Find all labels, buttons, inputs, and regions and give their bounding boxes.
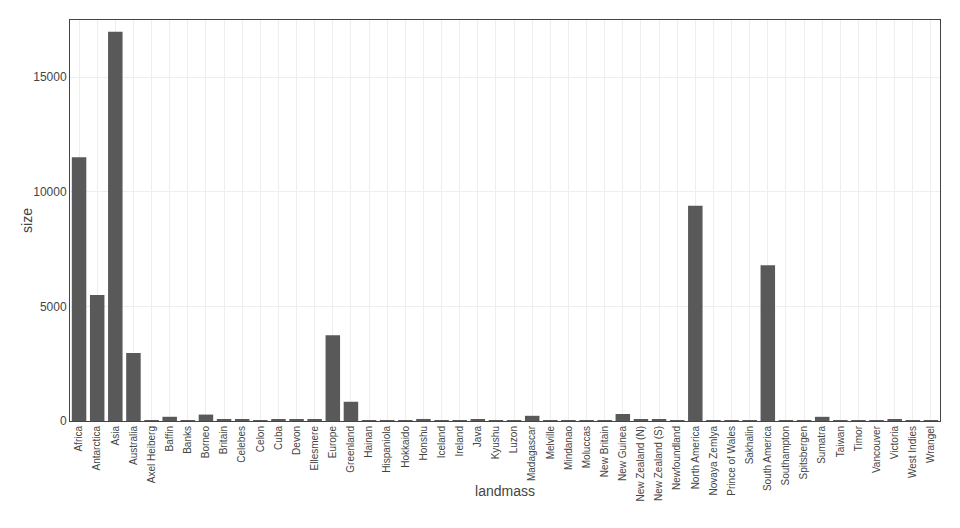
svg-text:landmass: landmass (475, 483, 535, 499)
svg-text:Hispaniola: Hispaniola (381, 426, 392, 473)
svg-text:Timor: Timor (853, 425, 864, 451)
svg-text:Luzon: Luzon (508, 426, 519, 453)
svg-text:Cuba: Cuba (273, 426, 284, 450)
svg-text:New Guinea: New Guinea (617, 426, 628, 481)
svg-text:15000: 15000 (33, 70, 67, 84)
svg-text:Honshu: Honshu (418, 426, 429, 460)
svg-text:Victoria: Victoria (889, 426, 900, 460)
svg-text:Antarctica: Antarctica (91, 426, 102, 471)
svg-text:North America: North America (690, 426, 701, 490)
svg-text:Java: Java (472, 426, 483, 448)
svg-text:Devon: Devon (291, 426, 302, 455)
svg-text:Celebes: Celebes (236, 426, 247, 463)
svg-text:Southampton: Southampton (780, 426, 791, 486)
svg-text:Prince of Wales: Prince of Wales (726, 426, 737, 496)
svg-text:Kyushu: Kyushu (490, 426, 501, 459)
svg-text:Moluccas: Moluccas (581, 426, 592, 468)
svg-text:South America: South America (762, 426, 773, 491)
svg-text:Taiwan: Taiwan (835, 426, 846, 457)
svg-text:Greenland: Greenland (345, 426, 356, 473)
svg-text:Europe: Europe (327, 426, 338, 459)
svg-text:Australia: Australia (128, 426, 139, 465)
svg-text:Ireland: Ireland (454, 426, 465, 457)
svg-text:West Indies: West Indies (907, 426, 918, 478)
svg-text:Borneo: Borneo (200, 426, 211, 459)
svg-text:Spitsbergen: Spitsbergen (798, 426, 809, 479)
svg-text:Madagascar: Madagascar (526, 425, 537, 481)
svg-text:Banks: Banks (182, 426, 193, 454)
svg-text:0: 0 (60, 414, 67, 428)
svg-text:10000: 10000 (33, 185, 67, 199)
svg-text:Celon: Celon (255, 426, 266, 452)
svg-text:New Britain: New Britain (599, 426, 610, 477)
svg-text:New Zealand (S): New Zealand (S) (653, 426, 664, 501)
svg-text:Iceland: Iceland (436, 426, 447, 458)
svg-text:Melville: Melville (545, 426, 556, 460)
svg-text:Wrangel: Wrangel (925, 426, 936, 463)
svg-text:Hainan: Hainan (363, 426, 374, 458)
svg-text:Axel Heiberg: Axel Heiberg (146, 426, 157, 483)
svg-text:Novaya Zemlya: Novaya Zemlya (708, 426, 719, 496)
svg-text:Vancouver: Vancouver (871, 425, 882, 473)
svg-text:Newfoundland: Newfoundland (671, 426, 682, 490)
svg-text:Britain: Britain (218, 426, 229, 454)
svg-text:Africa: Africa (73, 426, 84, 452)
svg-text:New Zealand (N): New Zealand (N) (635, 426, 646, 502)
svg-text:Asia: Asia (110, 426, 121, 446)
svg-text:Sakhalin: Sakhalin (744, 426, 755, 464)
svg-text:Hokkaido: Hokkaido (400, 426, 411, 468)
svg-text:Baffin: Baffin (164, 426, 175, 451)
svg-text:Mindanao: Mindanao (563, 426, 574, 470)
svg-text:Sumatra: Sumatra (816, 426, 827, 464)
svg-text:Ellesmere: Ellesmere (309, 426, 320, 471)
svg-text:5000: 5000 (40, 300, 67, 314)
svg-text:size: size (19, 208, 35, 233)
